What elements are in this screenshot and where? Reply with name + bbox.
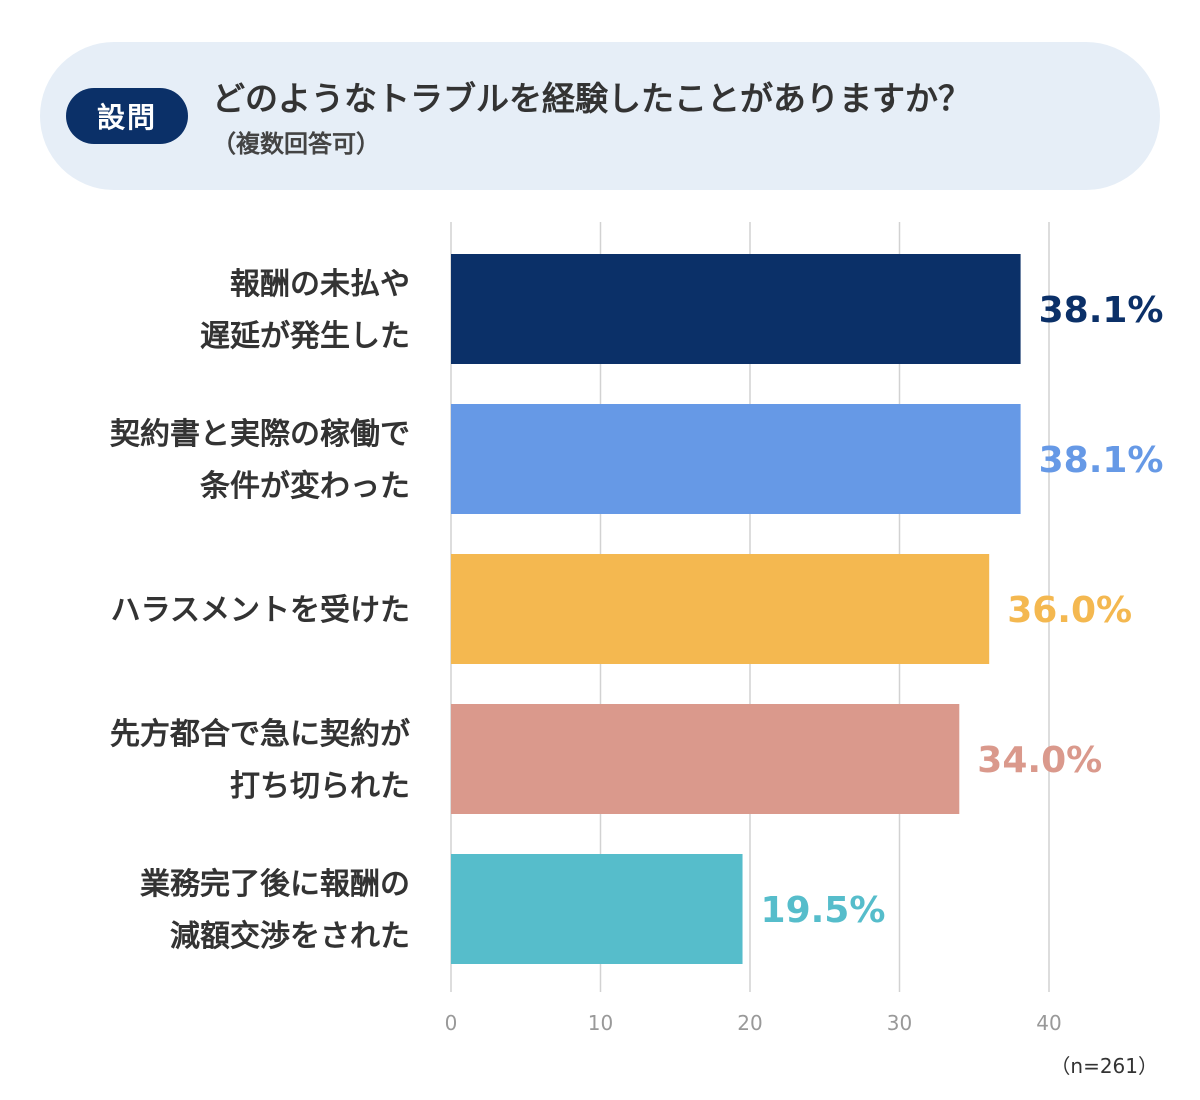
value-label: 38.1% xyxy=(1039,290,1164,331)
x-tick-label: 40 xyxy=(1036,1011,1061,1035)
category-label: 報酬の未払や xyxy=(230,267,410,302)
value-label: 36.0% xyxy=(1007,590,1132,631)
category-label: 条件が変わった xyxy=(200,469,410,504)
category-label: 契約書と実際の稼働で xyxy=(110,417,410,452)
bar xyxy=(451,254,1021,364)
bar xyxy=(451,404,1021,514)
x-tick-label: 30 xyxy=(887,1011,912,1035)
sample-size-label: （n=261） xyxy=(1050,1054,1158,1078)
question-header: 設問 どのようなトラブルを経験したことがありますか？ （複数回答可） xyxy=(40,42,1160,190)
category-label: ハラスメントを受けた xyxy=(111,593,410,628)
question-badge: 設問 xyxy=(66,88,188,144)
category-label: 業務完了後に報酬の xyxy=(140,867,410,902)
category-label: 減額交渉をされた xyxy=(170,919,410,954)
x-tick-label: 0 xyxy=(445,1011,458,1035)
value-label: 34.0% xyxy=(977,740,1102,781)
value-label: 38.1% xyxy=(1039,440,1164,481)
bar xyxy=(451,554,990,664)
bar xyxy=(451,854,743,964)
x-tick-label: 10 xyxy=(588,1011,613,1035)
category-label: 遅延が発生した xyxy=(200,319,410,354)
bar xyxy=(451,704,960,814)
question-title: どのようなトラブルを経験したことがありますか？ xyxy=(212,79,971,118)
category-label: 打ち切られた xyxy=(230,769,410,804)
question-note: （複数回答可） xyxy=(212,130,380,158)
x-tick-label: 20 xyxy=(737,1011,762,1035)
category-label: 先方都合で急に契約が xyxy=(110,717,410,752)
value-label: 19.5% xyxy=(761,890,886,931)
